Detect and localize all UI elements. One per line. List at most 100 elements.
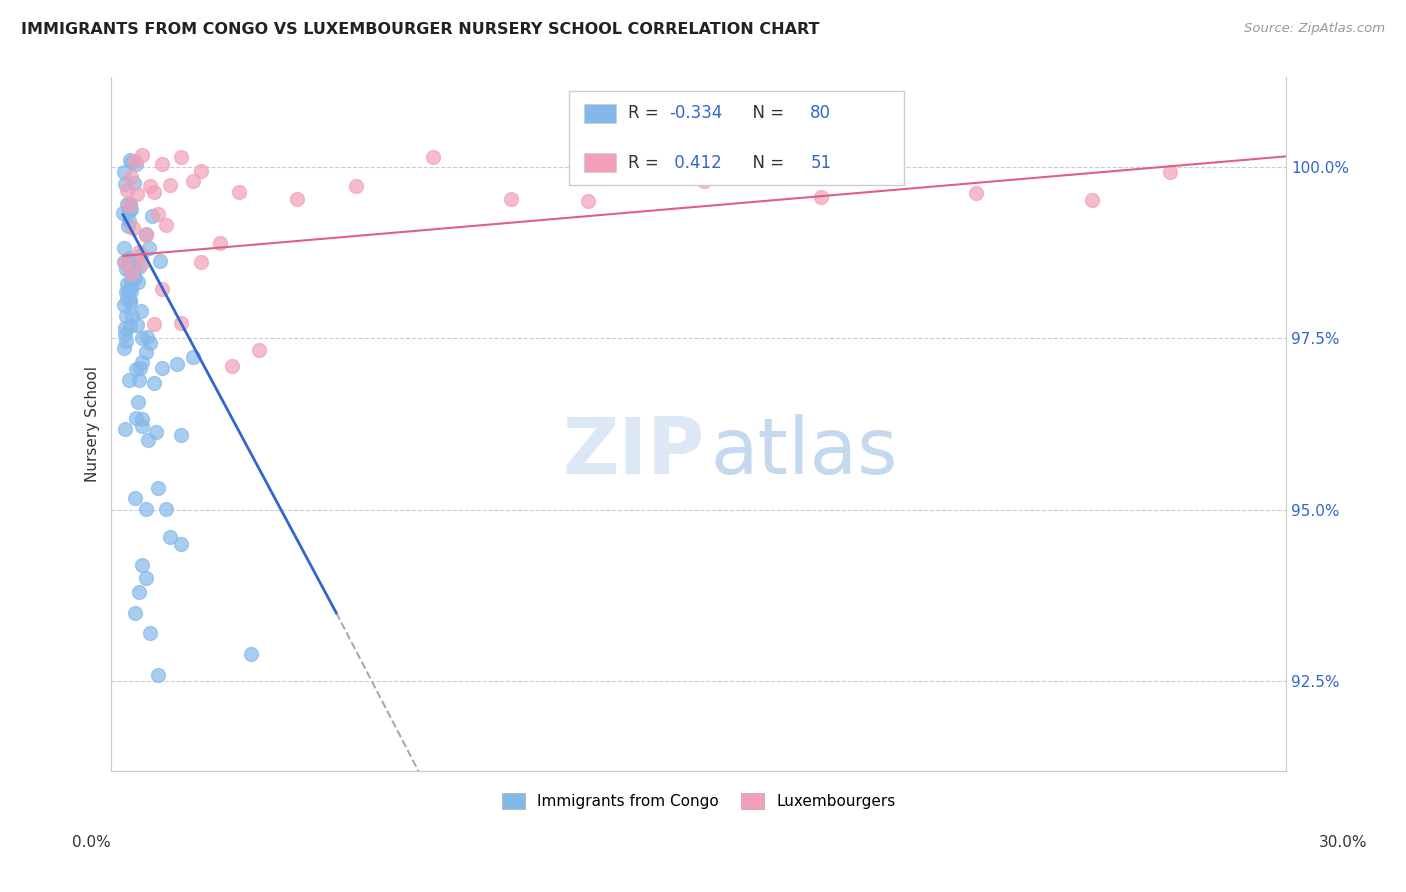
Point [208,235,231,250]
Point [129,248,152,262]
Point [112,164,135,178]
Point [128,244,150,259]
Point [120,202,142,216]
Point [422,150,444,164]
Point [170,317,193,331]
Text: 30.0%: 30.0% [1319,836,1367,850]
Text: Source: ZipAtlas.com: Source: ZipAtlas.com [1244,22,1385,36]
Point [121,220,143,235]
Point [170,150,193,164]
Point [150,282,173,296]
Point [120,266,142,280]
Point [118,203,141,218]
Legend: Immigrants from Congo, Luxembourgers: Immigrants from Congo, Luxembourgers [495,787,901,815]
Point [114,326,136,341]
Point [131,558,153,572]
Point [143,317,166,331]
Point [131,355,153,369]
Text: IMMIGRANTS FROM CONGO VS LUXEMBOURGER NURSERY SCHOOL CORRELATION CHART: IMMIGRANTS FROM CONGO VS LUXEMBOURGER NU… [21,22,820,37]
Point [135,228,157,243]
Point [128,260,150,274]
Point [124,411,146,425]
Point [120,284,142,298]
Point [287,192,309,206]
Point [155,502,177,516]
Point [121,154,143,169]
Point [118,294,141,309]
Point [124,606,146,620]
Point [239,647,262,661]
Point [125,362,148,376]
Point [1081,193,1104,207]
Point [143,185,166,199]
Point [146,667,169,681]
Point [124,154,146,169]
Point [145,425,167,439]
Point [112,206,135,220]
Point [190,255,212,269]
Point [117,214,139,228]
Point [120,293,142,308]
Point [131,418,153,433]
Point [127,318,149,332]
Bar [583,103,616,123]
Point [247,343,270,357]
Point [1159,165,1181,179]
Point [135,502,157,516]
Point [120,280,142,294]
Point [114,321,136,335]
Text: -0.334: -0.334 [669,104,723,122]
Point [170,537,193,551]
Point [693,174,716,188]
Point [965,186,987,200]
Point [122,260,145,275]
Point [115,183,138,197]
FancyBboxPatch shape [569,91,904,185]
Point [118,252,141,267]
Bar [583,153,616,172]
Point [139,179,162,194]
Point [118,197,141,211]
Point [118,198,141,212]
Point [120,272,142,286]
Point [114,422,136,436]
Point [127,394,149,409]
Point [112,298,135,312]
Point [121,310,143,324]
Point [122,176,145,190]
Point [125,187,148,202]
Point [131,147,153,161]
Point [576,194,599,208]
Point [146,207,169,221]
Point [115,292,138,306]
Point [131,256,153,270]
Point [146,481,169,495]
Text: atlas: atlas [710,414,898,490]
Text: N =: N = [742,153,790,171]
Y-axis label: Nursery School: Nursery School [86,366,100,482]
Point [124,271,146,285]
Point [114,255,136,269]
Point [138,433,160,447]
Point [125,157,148,171]
Point [112,241,135,255]
Point [118,318,141,333]
Point [155,218,177,232]
Point [131,412,153,426]
Point [117,219,139,233]
Point [117,284,139,298]
Point [120,153,142,167]
Point [810,190,832,204]
Point [124,491,146,505]
Point [181,350,204,364]
Point [114,334,136,349]
Point [129,303,152,318]
Text: 51: 51 [810,153,831,171]
Text: N =: N = [742,104,790,122]
Point [120,169,142,184]
Point [131,331,153,345]
Point [112,341,135,355]
Point [159,530,181,544]
Point [221,359,243,373]
Text: R =: R = [628,104,664,122]
